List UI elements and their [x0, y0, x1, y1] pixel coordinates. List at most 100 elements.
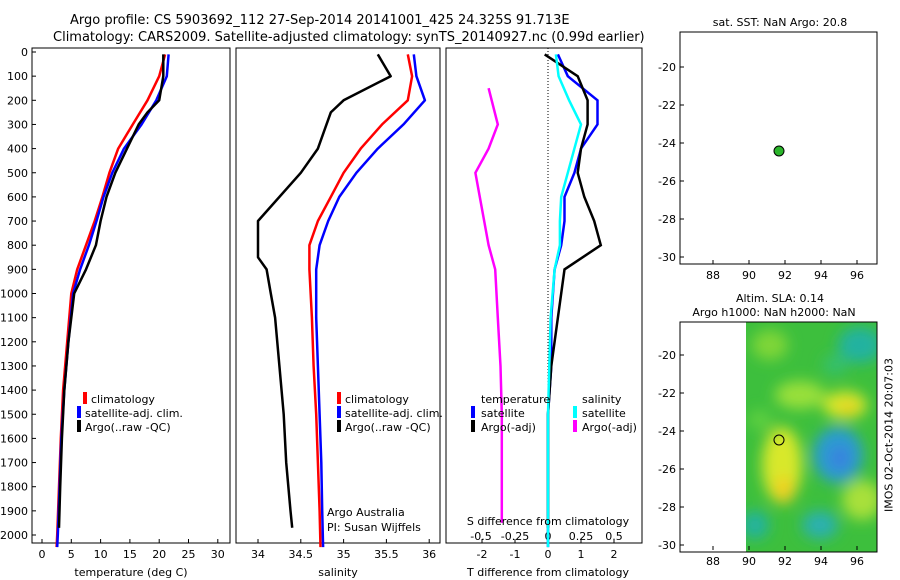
x-tick-label: 35.5 — [374, 548, 399, 561]
sla-map-frame — [679, 321, 878, 553]
imos-footer-text: IMOS 02-Oct-2014 20:07:03 — [882, 357, 896, 513]
series-line-satellite-adj-clim- — [314, 54, 427, 548]
depth-tick-label: 0 — [21, 46, 28, 59]
depth-tick-label: 500 — [7, 167, 28, 180]
map-x-tick-label: 92 — [778, 555, 792, 568]
diff-line-temperature-satellite — [546, 53, 599, 548]
x-tick-label: 10 — [94, 548, 108, 561]
salinity-panel: 34 34.5 35 35.5 36 salinity climatology sate… — [235, 47, 443, 579]
difference-series — [474, 53, 603, 548]
depth-tick-label: 1500 — [0, 408, 28, 421]
diff-line-salinity-argo-adj- — [474, 87, 504, 523]
x-tick-label: 36 — [422, 548, 436, 561]
depth-tick-label: 1200 — [0, 336, 28, 349]
depth-tick-label: 1100 — [0, 312, 28, 325]
temperature-axes — [31, 47, 231, 544]
difference-xaxis: -2 -1 0 1 2-0.5 -0.25 0 0.25 0.5 — [470, 530, 622, 561]
diff-legend-ssat: satellite — [582, 407, 626, 420]
depth-tick-label: 200 — [7, 94, 28, 107]
map-x-tick-label: 90 — [742, 555, 756, 568]
map-y-tick-label: -24 — [658, 137, 676, 150]
x-tick-label: 0 — [545, 548, 552, 561]
x-tick-label: 15 — [123, 548, 137, 561]
depth-tick-label: 700 — [7, 215, 28, 228]
series-line-argo-raw-qc- — [256, 53, 392, 528]
map-y-tick-label: -28 — [658, 501, 676, 514]
sal-legend-swatch-sat — [337, 406, 341, 418]
diff-swatch-ssat — [573, 406, 577, 418]
difference-panel: -2 -1 0 1 2-0.5 -0.25 0 0.25 0.5 S difference fr… — [445, 47, 643, 579]
sst-map: sat. SST: NaN Argo: 20.8 -20 -22 -24 -26 -28… — [658, 16, 878, 282]
map-x-tick-label: 88 — [706, 269, 720, 282]
depth-tick-label: 600 — [7, 191, 28, 204]
temperature-xlabel: temperature (deg C) — [74, 566, 187, 579]
depth-tick-label: 900 — [7, 263, 28, 276]
s-tick-label: -0.25 — [501, 530, 529, 543]
x-tick-label: 25 — [182, 548, 196, 561]
sal-legend-swatch-argo — [337, 420, 341, 432]
s-tick-label: -0.5 — [470, 530, 491, 543]
sst-map-title: sat. SST: NaN Argo: 20.8 — [713, 16, 847, 29]
salinity-xaxis: 34 34.5 35 35.5 36 — [251, 539, 436, 561]
depth-tick-label: 1400 — [0, 384, 28, 397]
diff-legend-tsat: satellite — [481, 407, 525, 420]
map-x-tick-label: 96 — [850, 555, 864, 568]
map-y-tick-label: -20 — [658, 61, 676, 74]
salinity-series — [256, 53, 427, 548]
note-pi: PI: Susan Wijffels — [327, 521, 421, 534]
map-x-tick-label: 88 — [706, 555, 720, 568]
map-x-tick-label: 90 — [742, 269, 756, 282]
s-tick-label: 0.25 — [569, 530, 594, 543]
sla-map: Altim. SLA: 0.14 Argo h1000: NaN h2000: … — [658, 292, 878, 568]
title-line-1: Argo profile: CS 5903692_112 27-Sep-2014… — [70, 13, 570, 28]
sla-map-axes: -20 -22 -24 -26 -28 -30 88 90 92 94 96 — [658, 349, 864, 568]
map-x-tick-label: 94 — [814, 555, 828, 568]
depth-axis: 0 100 200 300 400 500 600 700 800 900 1000 1100 1200… — [0, 46, 36, 542]
legend-head-temperature: temperature — [481, 393, 550, 406]
depth-tick-label: 1800 — [0, 481, 28, 494]
depth-tick-label: 100 — [7, 70, 28, 83]
map-y-tick-label: -30 — [658, 539, 676, 552]
legend-head-salinity: salinity — [582, 393, 622, 406]
sst-map-axes: -20 -22 -24 -26 -28 -30 88 90 92 94 96 — [658, 61, 864, 282]
legend-swatch-sat — [77, 406, 81, 418]
diff-line-salinity-satellite — [546, 54, 583, 548]
t-diff-label: T difference from climatology — [466, 566, 629, 579]
legend-sat: satellite-adj. clim. — [85, 407, 183, 420]
depth-tick-label: 400 — [7, 143, 28, 156]
depth-tick-label: 1600 — [0, 432, 28, 445]
diff-legend-targo: Argo(-adj) — [481, 421, 536, 434]
diff-swatch-sargo — [573, 420, 577, 432]
legend-swatch-argo — [77, 420, 81, 432]
x-tick-label: 2 — [611, 548, 618, 561]
map-x-tick-label: 96 — [850, 269, 864, 282]
x-tick-label: -1 — [510, 548, 521, 561]
x-tick-label: 35 — [337, 548, 351, 561]
legend-swatch-clim — [83, 392, 87, 404]
map-y-tick-label: -22 — [658, 387, 676, 400]
map-y-tick-label: -26 — [658, 463, 676, 476]
sal-legend-sat: satellite-adj. clim. — [345, 407, 443, 420]
temperature-xaxis: 0 5 10 15 20 25 30 — [39, 539, 225, 561]
salinity-axes — [235, 47, 441, 544]
diff-legend-sargo: Argo(-adj) — [582, 421, 637, 434]
diff-swatch-tsat — [471, 406, 475, 418]
series-line-climatology — [308, 54, 414, 548]
diff-swatch-targo — [471, 420, 475, 432]
depth-tick-label: 2000 — [0, 529, 28, 542]
legend-argo: Argo(..raw -QC) — [85, 421, 171, 434]
sal-legend-swatch-clim — [337, 392, 341, 404]
map-y-tick-label: -20 — [658, 349, 676, 362]
sla-map-title-2: Argo h1000: NaN h2000: NaN — [692, 306, 855, 319]
map-x-tick-label: 92 — [778, 269, 792, 282]
salinity-xlabel: salinity — [318, 566, 358, 579]
depth-tick-label: 1900 — [0, 505, 28, 518]
depth-tick-label: 800 — [7, 239, 28, 252]
depth-tick-label: 300 — [7, 118, 28, 131]
map-y-tick-label: -24 — [658, 425, 676, 438]
difference-axes — [445, 47, 643, 544]
map-y-tick-label: -30 — [658, 251, 676, 264]
sla-field — [746, 322, 877, 552]
sla-map-title-1: Altim. SLA: 0.14 — [736, 292, 824, 305]
